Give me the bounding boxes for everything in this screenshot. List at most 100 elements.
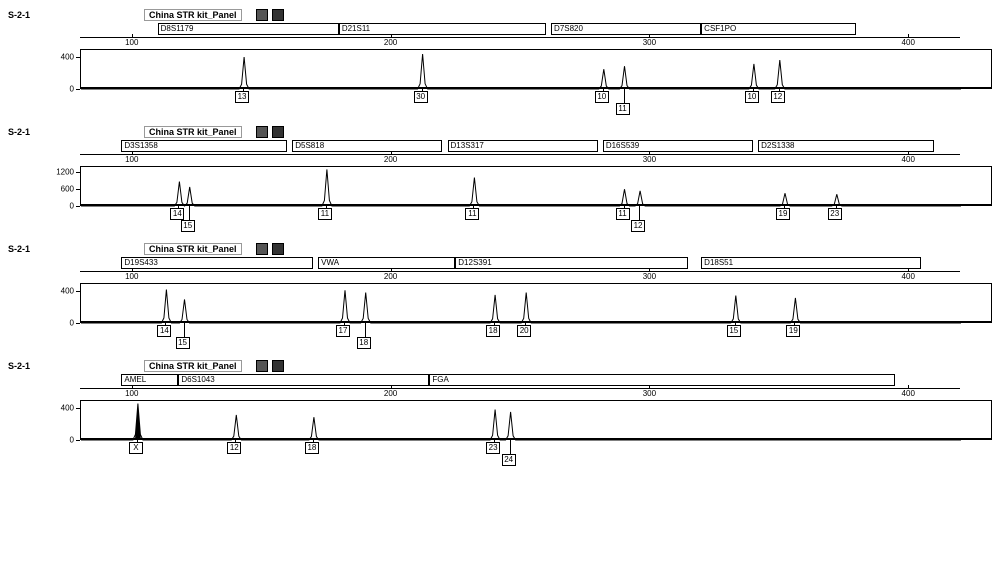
color-swatch-icon: [272, 126, 284, 138]
ruler-label: 100: [125, 272, 138, 281]
ruler-label: 200: [384, 38, 397, 47]
trace-line: [81, 404, 961, 441]
y-axis: 0400: [8, 400, 80, 440]
marker-label: D13S317: [448, 140, 598, 152]
allele-calls: 14 15 17 18 18 20 15 19: [80, 323, 960, 349]
marker-label: D12S391: [455, 257, 688, 269]
trace-plot: [80, 166, 992, 206]
ruler-label: 300: [643, 38, 656, 47]
trace-plot: [80, 283, 992, 323]
allele-box: 15: [176, 337, 190, 349]
allele-box: 12: [631, 220, 645, 232]
allele-box: 11: [616, 103, 630, 115]
allele-connector: [624, 89, 625, 103]
ruler-label: 300: [643, 155, 656, 164]
panel-header: S-2-1China STR kit_Panel: [8, 242, 992, 256]
ruler-label: 100: [125, 389, 138, 398]
allele-box: 20: [517, 325, 531, 337]
marker-label: AMEL: [121, 374, 178, 386]
electropherogram-panel: S-2-1China STR kit_PanelD19S433VWAD12S39…: [8, 242, 992, 349]
y-axis: 0400: [8, 283, 80, 323]
marker-bar: D3S1358D5S818D13S317D16S539D2S1338: [80, 140, 960, 154]
panel-header: S-2-1China STR kit_Panel: [8, 8, 992, 22]
marker-label: D18S51: [701, 257, 921, 269]
allele-box: 11: [465, 208, 479, 220]
allele-box: 14: [157, 325, 171, 337]
ruler-label: 400: [902, 272, 915, 281]
allele-calls: 133010111012: [80, 89, 960, 115]
ruler-label: 100: [125, 38, 138, 47]
allele-box: 18: [357, 337, 371, 349]
allele-box: 10: [595, 91, 609, 103]
ruler-label: 400: [902, 155, 915, 164]
ruler-label: 400: [902, 38, 915, 47]
allele-calls: 1415111111121923: [80, 206, 960, 232]
marker-label: D21S11: [339, 23, 546, 35]
marker-label: CSF1PO: [701, 23, 856, 35]
marker-label: D7S820: [551, 23, 701, 35]
allele-box: 18: [305, 442, 319, 454]
y-tick-label: 400: [61, 287, 74, 296]
trace-svg: [81, 167, 961, 207]
ruler-label: 200: [384, 389, 397, 398]
y-tick-label: 400: [61, 404, 74, 413]
allele-connector: [365, 323, 366, 337]
x-ruler: 100200300400: [80, 388, 960, 400]
trace-plot: [80, 49, 992, 89]
allele-box: 23: [828, 208, 842, 220]
allele-box: 15: [727, 325, 741, 337]
filled-peak: [135, 404, 141, 440]
trace-svg: [81, 284, 961, 324]
electropherogram-panel: S-2-1 China STR kit_Panel AMELD6S1043FGA 10…: [8, 359, 992, 466]
allele-box: 17: [336, 325, 350, 337]
color-swatch-icon: [272, 360, 284, 372]
allele-box: 12: [227, 442, 241, 454]
marker-label: FGA: [429, 374, 895, 386]
allele-connector: [510, 440, 511, 454]
trace-line: [81, 290, 961, 323]
marker-label: D8S1179: [158, 23, 339, 35]
color-swatch-icon: [272, 243, 284, 255]
y-tick-label: 600: [61, 184, 74, 193]
x-ruler: 100200300400: [80, 154, 960, 166]
plot-row: 0400: [8, 283, 992, 323]
allele-connector: [189, 206, 190, 220]
y-tick-label: 1200: [56, 167, 74, 176]
y-tick-label: 0: [70, 436, 74, 445]
marker-label: D16S539: [603, 140, 753, 152]
sample-label: S-2-1: [8, 361, 80, 371]
ruler-label: 300: [643, 272, 656, 281]
allele-box: 18: [486, 325, 500, 337]
y-tick-label: 0: [70, 202, 74, 211]
kit-label: China STR kit_Panel: [144, 243, 242, 255]
trace-plot: [80, 400, 992, 440]
allele-box: 13: [235, 91, 249, 103]
allele-connector: [184, 323, 185, 337]
allele-box: 24: [502, 454, 516, 466]
marker-label: D6S1043: [178, 374, 429, 386]
trace-line: [81, 169, 961, 206]
marker-bar: D19S433VWAD12S391D18S51: [80, 257, 960, 271]
ruler-label: 300: [643, 389, 656, 398]
sample-label: S-2-1: [8, 127, 80, 137]
color-swatch-icon: [256, 243, 268, 255]
marker-bar: D8S1179D21S11 D7S820CSF1PO: [80, 23, 960, 37]
allele-box: 30: [414, 91, 428, 103]
panel-header: S-2-1China STR kit_Panel: [8, 125, 992, 139]
x-ruler: 100200300400: [80, 271, 960, 283]
plot-row: 06001200: [8, 166, 992, 206]
color-swatch-icon: [256, 126, 268, 138]
allele-box: 19: [786, 325, 800, 337]
kit-label: China STR kit_Panel: [144, 360, 242, 372]
sample-label: S-2-1: [8, 10, 80, 20]
trace-svg: [81, 401, 961, 441]
trace-line: [81, 54, 961, 89]
allele-box: 23: [486, 442, 500, 454]
allele-connector: [639, 206, 640, 220]
y-tick-label: 0: [70, 319, 74, 328]
color-swatch-icon: [272, 9, 284, 21]
electropherogram-panel: S-2-1China STR kit_PanelD3S1358D5S818D13…: [8, 125, 992, 232]
allele-box: 19: [776, 208, 790, 220]
allele-calls: X12182324: [80, 440, 960, 466]
electropherogram-panel: S-2-1China STR kit_PanelD8S1179D21S11 D7S…: [8, 8, 992, 115]
